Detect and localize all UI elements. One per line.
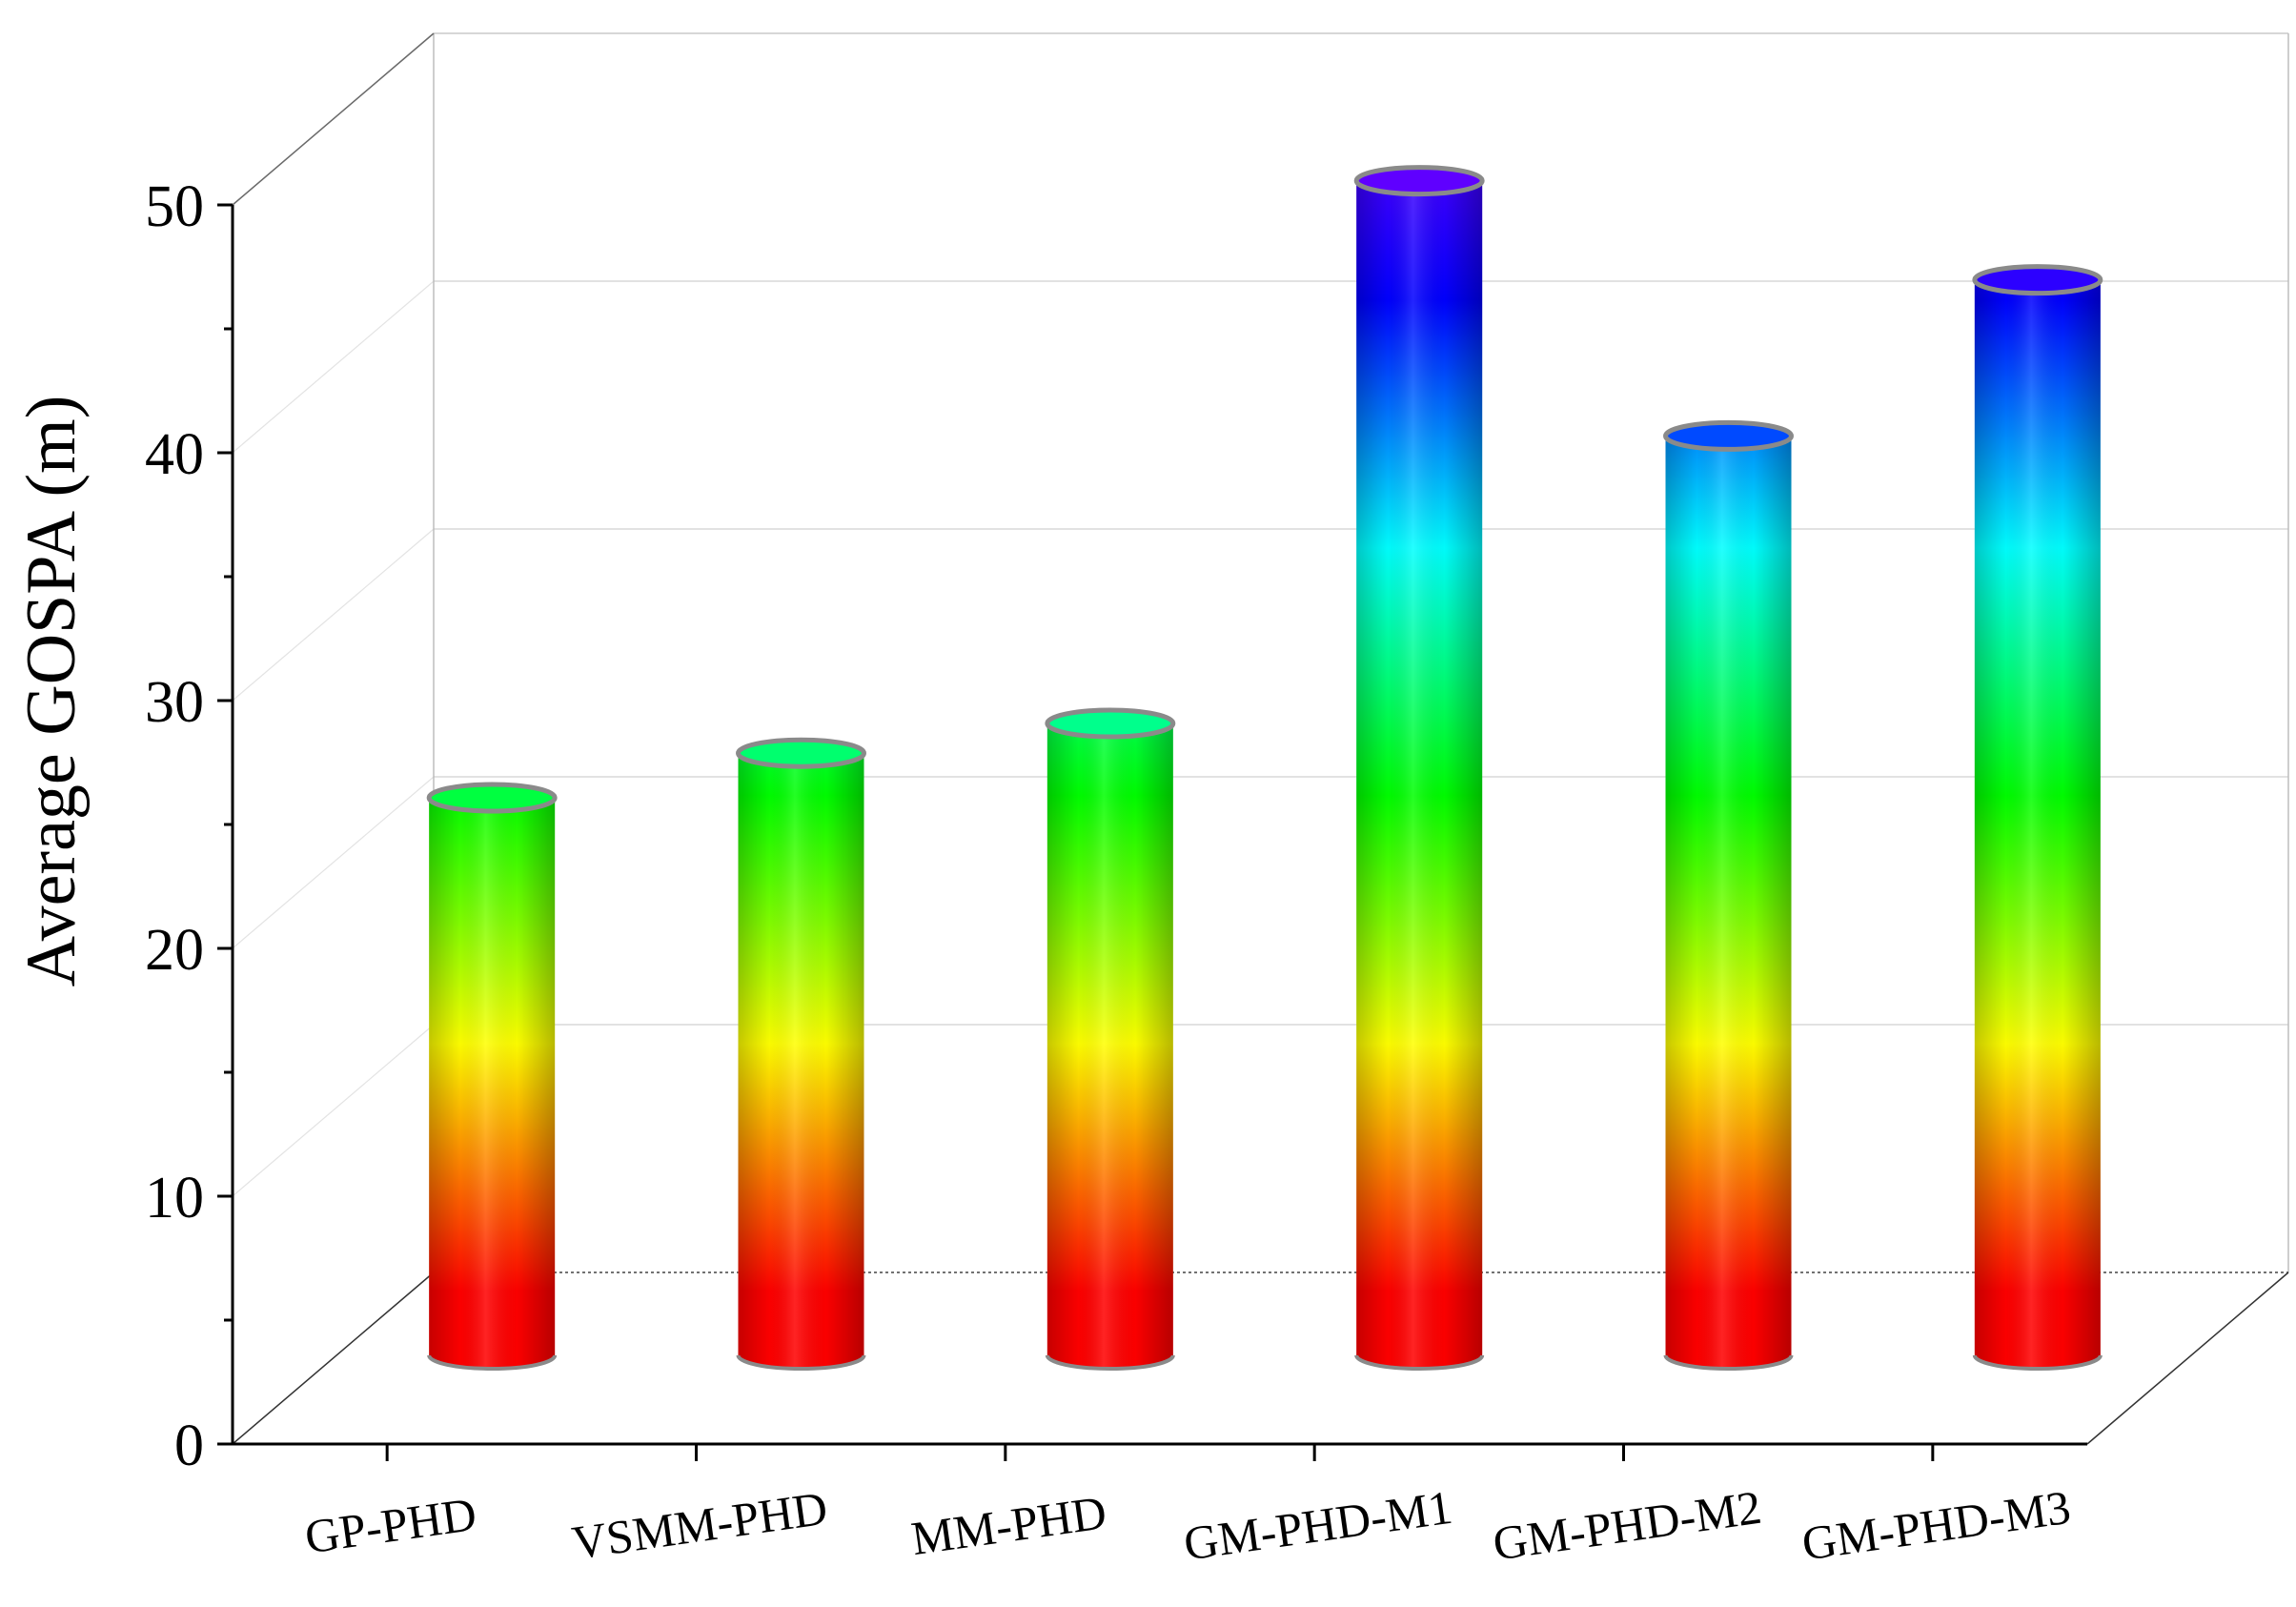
bar-cap [1353,165,1485,197]
axis-labels: Average GOSPA (m) 0 10 20 30 40 50 GP-PHD VSMM-… [12,174,2074,1571]
bar-vsmm-phd [736,737,866,1371]
bar-cap [736,737,866,769]
grid-line-side [232,1024,435,1197]
bar-base-edge [427,1354,558,1371]
y-tick-label: 0 [174,1414,204,1478]
y-axis-label: Average GOSPA (m) [12,396,91,987]
bar-shading [1356,180,1483,1370]
bar-cap [1972,264,2103,296]
x-tick-label: GM-PHD-M3 [1798,1480,2073,1571]
bar-base-edge [736,1354,866,1371]
x-tick-label: GM-PHD-M2 [1490,1480,1764,1571]
bar-gm-phd-m3 [1972,264,2103,1371]
y-tick-label: 10 [145,1166,204,1231]
bar-gm-phd-m2 [1663,419,1794,1371]
bar-shading [429,798,556,1369]
bar-base-edge [1663,1354,1794,1371]
grid-line-side [232,280,435,454]
y-tick-label: 40 [145,422,204,487]
bar-cap [426,782,558,814]
x-tick-label: GM-PHD-M1 [1181,1480,1455,1571]
bar-gm-phd-m1 [1353,165,1485,1371]
bar-base-edge [1972,1354,2103,1371]
y-tick-label: 20 [145,918,204,983]
bar-shading [738,753,864,1370]
x-tick-label: MM-PHD [908,1485,1109,1565]
x-tick-label: VSMM-PHD [569,1481,831,1570]
y-tick-label: 50 [145,174,204,239]
bar-base-edge [1354,1354,1485,1371]
floor-right-edge [2086,1271,2289,1445]
x-tick-label: GP-PHD [301,1487,479,1564]
grid-line-side [232,776,435,949]
side-wall-top-edge [232,32,435,206]
bar-shading [1974,279,2101,1370]
bar-cap [1045,707,1176,740]
bar-cap [1663,419,1794,452]
bar-gp-phd [426,782,558,1371]
grid-line-side [232,528,435,702]
bar-shading [1665,436,1792,1370]
bar-mm-phd [1045,707,1176,1371]
y-tick-label: 30 [145,670,204,735]
bar-shading [1046,723,1173,1370]
bar-base-edge [1045,1354,1175,1371]
floor-left-edge [232,1271,435,1445]
bars [426,165,2103,1371]
